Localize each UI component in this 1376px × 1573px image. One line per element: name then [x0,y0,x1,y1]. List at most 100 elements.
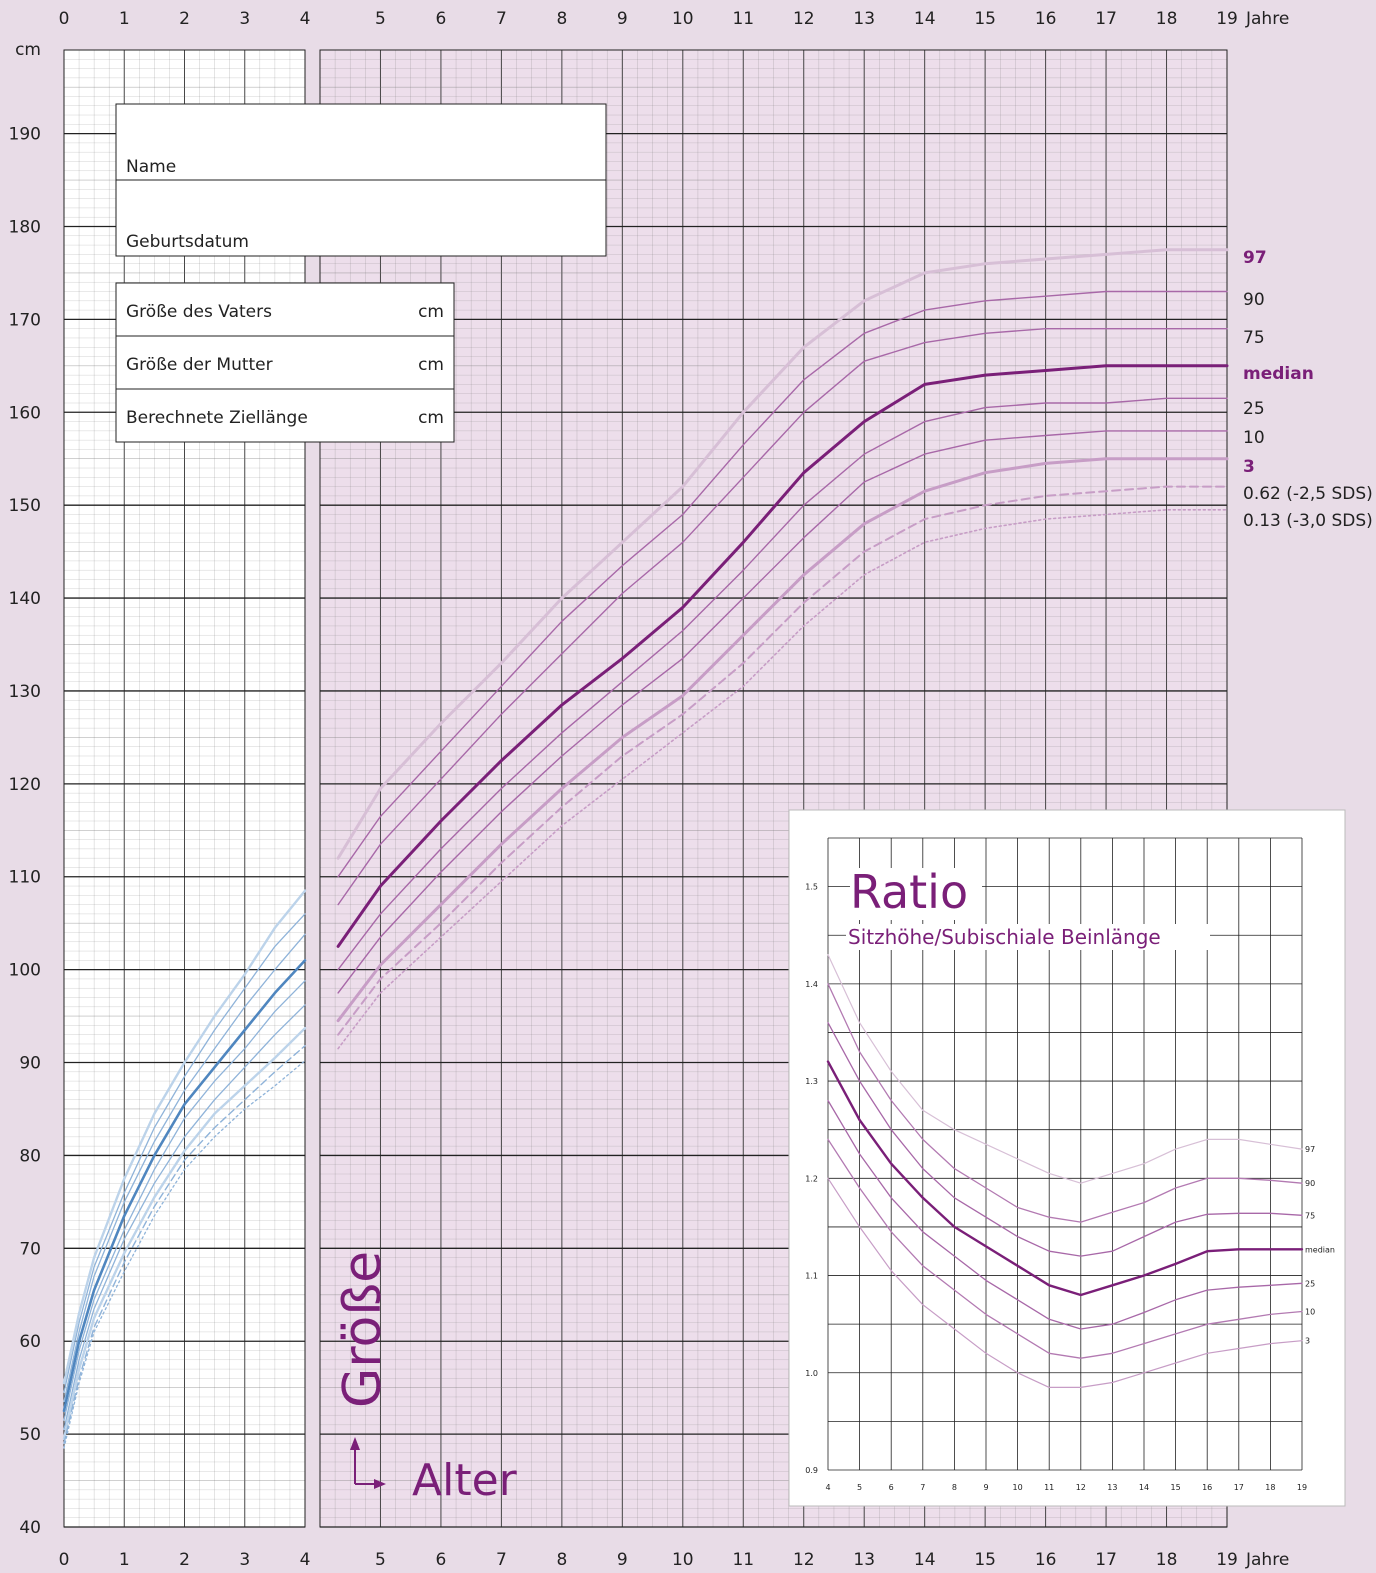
inset-percentile-line [827,983,1303,1223]
x-tick-label: 17 [1095,1550,1117,1569]
x-tick-label: 11 [732,1550,754,1569]
y-tick-label: 180 [9,217,41,237]
x-tick-label: 1 [119,1550,130,1569]
inset-y-tick-label: 1.2 [805,1174,818,1183]
percentile-label: 0.62 (-2,5 SDS) [1243,484,1373,504]
inset-y-tick-label: 1.1 [805,1272,818,1281]
y-unit-label: cm [15,40,41,60]
x-tick-label: 10 [672,1550,694,1569]
inset-x-tick-label: 9 [983,1483,988,1492]
inset-x-tick-label: 5 [857,1483,862,1492]
x-tick-label: 15 [974,9,996,29]
x-tick-label: 12 [793,1550,815,1569]
x-tick-label: 9 [617,9,628,29]
percentile-label: 10 [1243,428,1265,448]
inset-y-tick-label: 1.3 [805,1077,818,1086]
inset-x-tick-label: 15 [1171,1483,1181,1492]
child-percentile-line [336,457,1229,1023]
inset-x-tick-label: 4 [825,1483,830,1492]
y-tick-label: 100 [9,961,41,981]
percentile-label: median [1243,364,1314,384]
x-tick-label: 17 [1095,9,1117,29]
child-percentile-line [337,397,1228,971]
inset-y-tick-label: 1.0 [805,1369,818,1378]
inset-x-tick-label: 6 [889,1483,894,1492]
percentile-label: 75 [1243,328,1265,348]
x-tick-label: 3 [239,1550,250,1569]
y-tick-label: 130 [9,682,41,702]
percentile-label: 90 [1243,290,1265,310]
y-tick-label: 50 [19,1425,41,1445]
axis-arrows-icon [350,1437,386,1489]
infant-percentile-line [63,933,306,1403]
parent-height-form: Größe des Vaters cm Größe der Mutter cm … [115,282,455,443]
x-tick-label: 19 [1216,1550,1238,1569]
inset-y-tick-label: 1.5 [805,883,818,892]
x-tick-label: 9 [617,1550,628,1569]
child-percentile-line [337,290,1228,878]
x-tick-label: 0 [59,9,70,29]
x-tick-label: 16 [1035,9,1057,29]
ratio-inset: 4 5 6 7 8 9 10 11 12 13 14 15 16 17 18 19 0.9 1.0 1.1 1.2 1.… [788,809,1346,1507]
inset-x-tick-label: 18 [1265,1483,1275,1492]
x-tick-label: 18 [1156,9,1178,29]
x-axis-title: Alter [412,1455,518,1506]
x-tick-label: 13 [853,9,875,29]
inset-x-tick-label: 13 [1107,1483,1117,1492]
panel-border [319,49,1228,1528]
x-tick-label: 15 [974,1550,996,1569]
inset-percentile-label: 3 [1305,1337,1310,1346]
inset-y-tick-label: 1.4 [805,980,818,989]
inset-percentile-label: 97 [1305,1145,1315,1154]
x-tick-label: 12 [793,9,815,29]
mother-height-label[interactable]: Größe der Mutter [126,355,273,375]
x-tick-label: 10 [672,9,694,29]
x-unit-label: Jahre [1245,1550,1289,1569]
x-tick-label: 14 [914,9,936,29]
inset-percentile-label: 75 [1305,1211,1315,1220]
inset-x-tick-label: 16 [1202,1483,1212,1492]
target-height-label[interactable]: Berechnete Ziellänge [126,408,308,428]
infant-percentile-line [62,959,307,1413]
target-height-unit: cm [418,408,444,428]
infant-percentile-line [63,1060,306,1449]
x-tick-label: 5 [375,9,386,29]
inset-percentile-label: 90 [1305,1179,1315,1188]
y-tick-label: 150 [9,496,41,516]
inset-percentile-line [827,1099,1303,1330]
ratio-subtitle: Sitzhöhe/Subischiale Beinlänge [848,925,1161,949]
y-tick-label: 140 [9,589,41,609]
infant-percentile-line [63,980,306,1421]
percentile-label: 97 [1243,248,1267,268]
x-tick-label: 2 [179,9,190,29]
inset-y-tick-label: 0.9 [805,1466,818,1475]
father-height-label[interactable]: Größe des Vaters [126,302,272,322]
child-percentile-line [337,328,1228,906]
infant-percentile-line [63,913,306,1393]
child-percentile-line [336,248,1229,860]
inset-x-tick-label: 8 [952,1483,957,1492]
inset-x-tick-label: 10 [1013,1483,1023,1492]
x-tick-label: 8 [556,1550,567,1569]
child-percentile-line [337,509,1228,1050]
inset-percentile-label: median [1305,1245,1335,1254]
x-tick-label: 7 [496,9,507,29]
name-field-label[interactable]: Name [126,157,176,177]
inset-percentile-label: 25 [1305,1279,1315,1288]
x-tick-label: 6 [436,9,447,29]
x-tick-label: 14 [914,1550,936,1569]
inset-x-tick-label: 7 [920,1483,925,1492]
percentile-label: 25 [1243,399,1265,419]
x-tick-label: 3 [239,9,250,29]
child-percentile-line [337,485,1228,1036]
inset-percentile-line [827,1022,1303,1257]
birthdate-field-label[interactable]: Geburtsdatum [126,232,249,252]
x-tick-label: 8 [556,9,567,29]
y-tick-label: 70 [19,1239,41,1259]
mother-height-unit: cm [418,355,444,375]
infant-percentile-line [62,1027,307,1440]
y-tick-label: 60 [19,1332,41,1352]
y-tick-label: 40 [19,1518,41,1538]
inset-x-tick-label: 12 [1076,1483,1086,1492]
inset-x-tick-label: 19 [1297,1483,1307,1492]
